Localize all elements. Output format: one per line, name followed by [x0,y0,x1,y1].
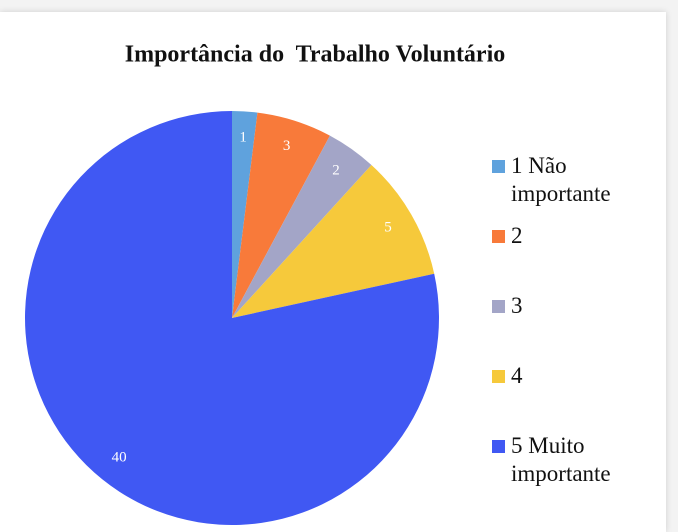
pie-slice [232,112,330,318]
data-label: 2 [332,162,340,178]
legend-swatch [492,440,505,453]
chart-panel: Importância do Trabalho Voluntário 1 3 2 5 4… [0,12,666,532]
pie-slice [232,111,258,318]
legend-item: 3 [492,292,636,320]
legend-label: 2 [511,223,523,248]
data-label: 40 [112,450,127,466]
legend-label: 5 Muito importante [511,433,611,486]
legend-swatch [492,300,505,313]
legend-item: 4 [492,362,636,390]
legend-swatch [492,370,505,383]
legend-label: 3 [511,293,523,318]
pie-slice [25,111,440,525]
chart: Importância do Trabalho Voluntário 1 3 2 5 4… [25,42,506,525]
data-label: 1 [239,130,247,146]
pie-slice [232,135,372,318]
legend-swatch [492,160,505,173]
legend-label: 4 [511,363,523,388]
pie-slice [232,165,435,318]
legend-item: 5 Muito importante [492,432,636,488]
legend-label: 1 Não importante [511,153,611,206]
data-label: 3 [283,138,291,154]
legend-item: 2 [492,222,636,250]
legend-item: 1 Não importante [492,152,636,208]
chart-title: Importância do Trabalho Voluntário [125,42,506,68]
legend-swatch [492,230,505,243]
data-label: 5 [384,219,392,235]
